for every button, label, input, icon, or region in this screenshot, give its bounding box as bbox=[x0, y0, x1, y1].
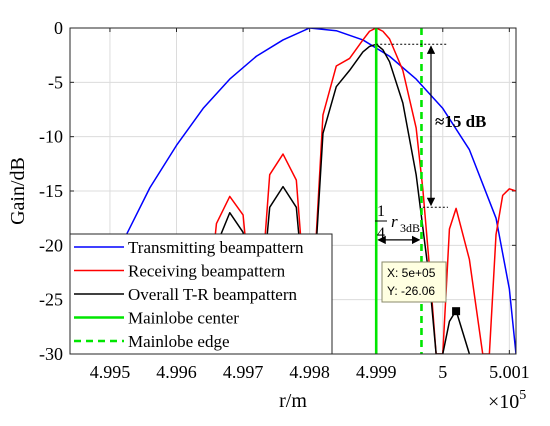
y-tick-label: 0 bbox=[54, 18, 63, 38]
series-transmitting bbox=[70, 28, 516, 354]
r-subscript: 3dB bbox=[400, 221, 420, 235]
legend-label: Transmitting beampattern bbox=[128, 238, 304, 257]
x-tick-label: 4.999 bbox=[356, 362, 397, 382]
x-tick-label: 4.996 bbox=[156, 362, 197, 382]
diff-label: ≈15 dB bbox=[435, 112, 486, 131]
x-multiplier: ×105 bbox=[488, 388, 526, 413]
y-tick-label: -15 bbox=[39, 181, 63, 201]
y-tick-labels: 0 -5 -10 -15 -20 -25 -30 bbox=[39, 18, 63, 364]
datatip-y: Y: -26.06 bbox=[387, 284, 435, 298]
x-tick-label: 4.997 bbox=[223, 362, 264, 382]
legend: Transmitting beampattern Receiving beampa… bbox=[69, 233, 333, 355]
x-tick-label: 4.995 bbox=[90, 362, 131, 382]
legend-label: Mainlobe edge bbox=[128, 332, 230, 351]
y-tick-label: -30 bbox=[39, 344, 63, 364]
y-tick-label: -25 bbox=[39, 290, 63, 310]
datatip-x: X: 5e+05 bbox=[387, 266, 436, 280]
x-tick-label: 5 bbox=[438, 362, 447, 382]
y-tick-label: -10 bbox=[39, 127, 63, 147]
x-tick-label: 4.998 bbox=[289, 362, 330, 382]
x-tick-label: 5.001 bbox=[489, 362, 530, 382]
legend-label: Overall T-R beampattern bbox=[128, 285, 298, 304]
y-tick-label: -5 bbox=[48, 72, 63, 92]
x-axis-label: r/m bbox=[279, 390, 307, 412]
r-symbol: r bbox=[391, 212, 398, 231]
legend-label: Receiving beampattern bbox=[128, 262, 286, 281]
datatip-marker[interactable] bbox=[452, 307, 461, 316]
frac-numerator: 1 bbox=[377, 203, 385, 220]
legend-label: Mainlobe center bbox=[128, 309, 239, 328]
annotations: ≈15 dB 1 4r 3dB X: 5e+05 Y: -26.06 bbox=[375, 43, 486, 316]
y-tick-label: -20 bbox=[39, 235, 63, 255]
y-axis-label: Gain/dB bbox=[7, 157, 29, 225]
x-tick-labels: 4.995 4.996 4.997 4.998 4.999 5 5.001 bbox=[90, 362, 530, 382]
frac-denominator: 4 bbox=[377, 225, 385, 242]
datatip-box bbox=[381, 261, 447, 303]
